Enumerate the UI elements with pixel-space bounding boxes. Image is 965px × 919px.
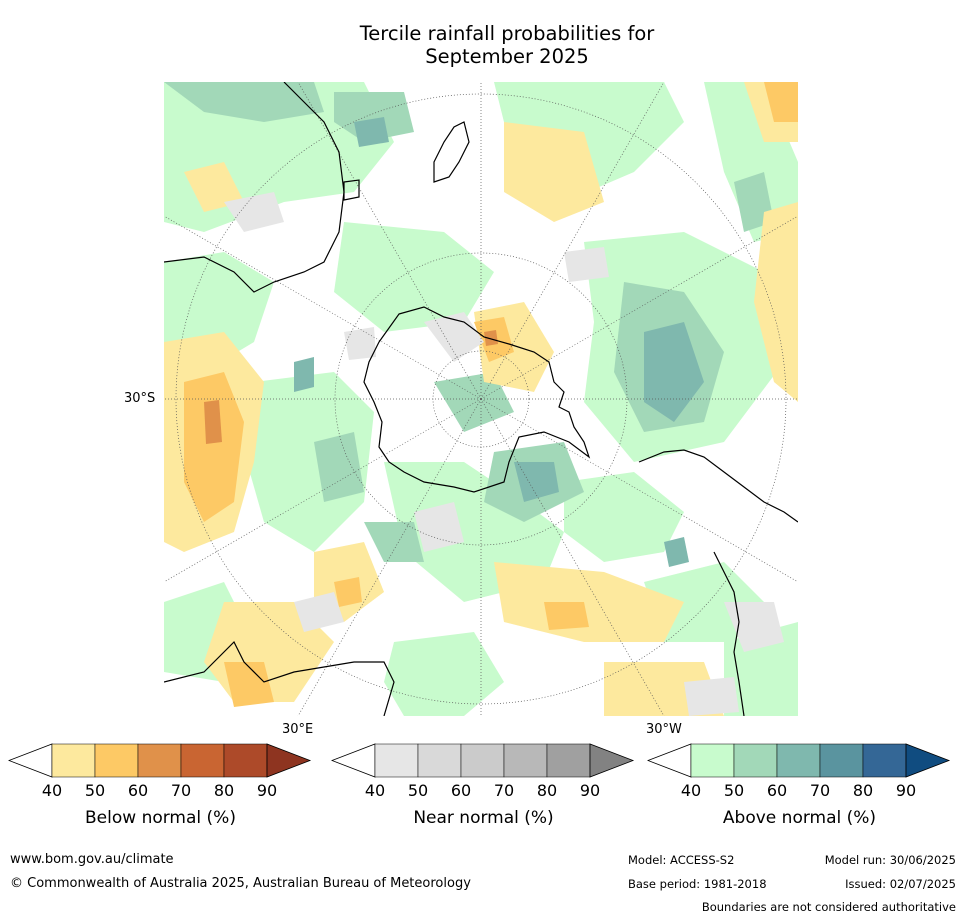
cbar-above-label: Above normal (%) [722, 808, 877, 828]
cbar-above-tick: 40 [680, 781, 702, 800]
colorbar-extend-high [905, 743, 951, 778]
footer-issued: Issued: 02/07/2025 [845, 877, 956, 891]
probability-map [164, 82, 798, 716]
cbar-near-label: Near normal (%) [413, 808, 554, 828]
colorbar-below-swatches [8, 743, 312, 778]
colorbar-extend-low [647, 743, 692, 778]
colorbar-below-normal: 40 50 60 70 80 90 Below normal (%) [8, 742, 313, 842]
colorbar-near-swatches [331, 743, 635, 778]
colorbar-swatch [223, 743, 268, 778]
colorbar-swatch [690, 743, 735, 778]
title-line-2: September 2025 [425, 45, 589, 68]
colorbar-extend-low [331, 743, 376, 778]
cbar-below-tick: 90 [256, 781, 278, 800]
lat-label-30s: 30°S [124, 391, 156, 406]
colorbar-swatch [460, 743, 505, 778]
footer-base-period: Base period: 1981-2018 [628, 877, 767, 891]
coastlines [164, 82, 798, 716]
cbar-above-tick: 90 [895, 781, 917, 800]
cbar-below-tick: 40 [41, 781, 63, 800]
near-normal-field [224, 192, 784, 716]
colorbar-swatch [733, 743, 778, 778]
cbar-near-tick: 60 [450, 781, 472, 800]
colorbar-extend-high [266, 743, 312, 778]
footer-copyright: © Commonwealth of Australia 2025, Austra… [10, 876, 471, 891]
map-panel [164, 82, 798, 716]
colorbar-swatch [417, 743, 462, 778]
cbar-near-tick: 40 [364, 781, 386, 800]
footer-model: Model: ACCESS-S2 [628, 853, 735, 867]
lon-label-30w: 30°W [646, 722, 682, 737]
colorbar-swatch [180, 743, 225, 778]
cbar-near-tick: 90 [579, 781, 601, 800]
colorbar-swatch [94, 743, 139, 778]
new-zealand-coast [433, 121, 470, 183]
tasmania-coast [343, 179, 360, 201]
australia-coast [164, 82, 345, 293]
footer-disclaimer: Boundaries are not considered authoritat… [701, 900, 956, 914]
title-line-1: Tercile rainfall probabilities for [359, 22, 655, 45]
colorbar-swatch [503, 743, 548, 778]
colorbar-near-normal: 40 50 60 70 80 90 Near normal (%) [331, 742, 636, 842]
colorbar-above-swatches [647, 743, 951, 778]
map-title: Tercile rainfall probabilities for Septe… [0, 22, 965, 68]
above-normal-highest [294, 117, 704, 567]
cbar-below-tick: 50 [84, 781, 106, 800]
cbar-near-tick: 80 [536, 781, 558, 800]
antarctica-coast [363, 306, 591, 493]
footer-model-run: Model run: 30/06/2025 [824, 853, 956, 867]
colorbar-swatch [546, 743, 591, 778]
cbar-above-tick: 60 [766, 781, 788, 800]
graticule [164, 82, 798, 716]
colorbar-swatch [819, 743, 864, 778]
cbar-above-tick: 50 [723, 781, 745, 800]
below-normal-higher [184, 82, 798, 707]
cbar-near-tick: 70 [493, 781, 515, 800]
cbar-below-tick: 70 [170, 781, 192, 800]
below-normal-highest [204, 330, 498, 444]
colorbar-swatch [862, 743, 907, 778]
footer-website: www.bom.gov.au/climate [10, 852, 174, 867]
cbar-above-tick: 80 [852, 781, 874, 800]
colorbar-above-normal: 40 50 60 70 80 90 Above normal (%) [647, 742, 952, 842]
lon-label-30e: 30°E [282, 722, 314, 737]
colorbar-swatch [137, 743, 182, 778]
africa-coast [164, 640, 395, 716]
cbar-below-tick: 80 [213, 781, 235, 800]
colorbar-swatch [51, 743, 96, 778]
cbar-below-label: Below normal (%) [85, 808, 236, 828]
cbar-below-tick: 60 [127, 781, 149, 800]
colorbar-extend-low [8, 743, 53, 778]
colorbar-swatch [776, 743, 821, 778]
cbar-above-tick: 70 [809, 781, 831, 800]
colorbar-extend-high [589, 743, 635, 778]
colorbar-swatch [374, 743, 419, 778]
south-america-coast-2 [713, 551, 745, 716]
cbar-near-tick: 50 [407, 781, 429, 800]
south-america-coast [638, 449, 798, 523]
